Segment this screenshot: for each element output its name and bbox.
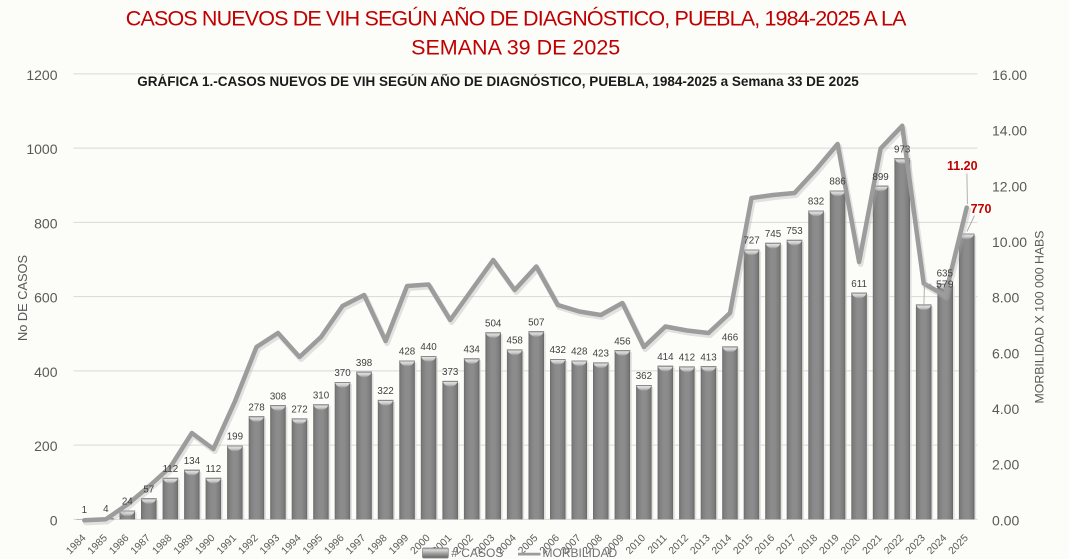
svg-text:458: 458 [507, 336, 524, 347]
svg-text:112: 112 [206, 464, 222, 475]
svg-text:579: 579 [936, 279, 954, 291]
svg-text:428: 428 [399, 347, 416, 358]
svg-text:899: 899 [872, 172, 888, 183]
svg-text:973: 973 [894, 144, 911, 155]
svg-text:456: 456 [614, 336, 631, 347]
svg-text:24: 24 [122, 497, 133, 508]
svg-text:400: 400 [34, 364, 58, 380]
svg-text:No DE CASOS: No DE CASOS [15, 255, 30, 341]
svg-text:1000: 1000 [26, 141, 57, 157]
svg-text:2.00: 2.00 [992, 457, 1019, 473]
svg-text:600: 600 [34, 290, 58, 306]
svg-text:MORBILIDAD X 100 000 HABS: MORBILIDAD X 100 000 HABS [1032, 231, 1046, 404]
svg-text:504: 504 [485, 319, 502, 330]
svg-text:SEMANA 39 DE 2025: SEMANA 39 DE 2025 [411, 36, 620, 60]
svg-text:272: 272 [291, 405, 307, 416]
svg-text:373: 373 [442, 367, 459, 378]
svg-text:832: 832 [808, 197, 824, 208]
svg-text:10.00: 10.00 [992, 234, 1027, 250]
svg-text:440: 440 [420, 342, 437, 353]
svg-text:434: 434 [464, 345, 481, 356]
svg-text:6.00: 6.00 [992, 345, 1019, 361]
svg-text:770: 770 [971, 202, 992, 216]
svg-text:362: 362 [636, 371, 652, 382]
svg-text:310: 310 [313, 391, 330, 402]
svg-text:MORBILIDAD: MORBILIDAD [543, 546, 618, 559]
svg-text:428: 428 [571, 347, 588, 358]
svg-text:413: 413 [700, 352, 717, 363]
svg-text:727: 727 [743, 236, 759, 247]
svg-text:745: 745 [765, 229, 782, 240]
svg-text:414: 414 [657, 352, 674, 363]
svg-text:886: 886 [829, 177, 846, 188]
svg-text:GRÁFICA 1.-CASOS NUEVOS DE VIH: GRÁFICA 1.-CASOS NUEVOS DE VIH SEGÚN AÑO… [137, 74, 859, 89]
svg-text:8.00: 8.00 [992, 290, 1019, 306]
svg-text:322: 322 [377, 386, 393, 397]
svg-text:112: 112 [163, 464, 179, 475]
svg-text:134: 134 [184, 456, 201, 467]
svg-text:12.00: 12.00 [992, 178, 1027, 194]
svg-text:11.20: 11.20 [947, 159, 978, 173]
svg-text:14.00: 14.00 [992, 123, 1027, 139]
svg-text:308: 308 [270, 391, 287, 402]
svg-text:199: 199 [227, 432, 243, 443]
svg-text:CASOS NUEVOS DE VIH SEGÚN AÑO: CASOS NUEVOS DE VIH SEGÚN AÑO DE DIAGNÓS… [126, 6, 907, 31]
svg-text:507: 507 [528, 317, 544, 328]
svg-text:370: 370 [334, 368, 351, 379]
svg-text:1: 1 [82, 505, 87, 516]
svg-text:16.00: 16.00 [992, 67, 1027, 83]
svg-text:466: 466 [722, 333, 739, 344]
svg-text:4.00: 4.00 [992, 401, 1019, 417]
svg-text:0.00: 0.00 [992, 512, 1019, 528]
svg-text:398: 398 [356, 358, 373, 369]
svg-text:635: 635 [937, 268, 954, 279]
svg-text:412: 412 [679, 353, 695, 364]
svg-text:800: 800 [34, 215, 58, 231]
svg-text:611: 611 [851, 279, 867, 290]
svg-text:# CASOS: # CASOS [451, 546, 503, 559]
svg-text:4: 4 [103, 504, 109, 515]
svg-text:432: 432 [550, 345, 566, 356]
svg-text:57: 57 [143, 484, 154, 495]
svg-text:200: 200 [34, 438, 58, 454]
svg-text:753: 753 [786, 226, 803, 237]
svg-text:278: 278 [248, 402, 265, 413]
svg-text:1200: 1200 [26, 67, 57, 83]
svg-text:423: 423 [593, 349, 610, 360]
svg-text:0: 0 [50, 512, 58, 528]
